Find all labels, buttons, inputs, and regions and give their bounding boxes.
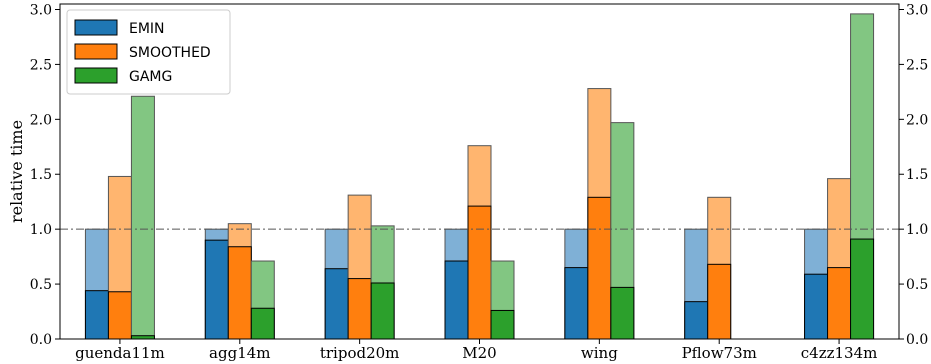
x-tick-label: guenda11m (75, 344, 165, 362)
y-tick-label-left: 2.5 (30, 57, 52, 73)
y-tick-label-right: 0.0 (906, 332, 928, 348)
y-tick-label-right: 1.0 (906, 222, 928, 238)
bar-emin-c4zz134m (804, 273, 829, 340)
bar-smoothed-guenda11m (107, 291, 132, 340)
x-tick-label: c4zz134m (801, 344, 878, 362)
bar-smoothed-pflow73m (707, 263, 732, 340)
x-tick-label: Pflow73m (682, 344, 757, 362)
bar-emin-agg14m (204, 239, 229, 340)
legend-swatch-gamg (74, 67, 118, 84)
legend-label-smoothed: SMOOTHED (129, 45, 211, 61)
legend-label-gamg: GAMG (129, 69, 172, 85)
bar-smoothed-wing (587, 196, 612, 340)
bar-emin-pflow73m (684, 301, 709, 340)
legend: EMIN SMOOTHED GAMG (66, 9, 231, 95)
bar-emin-tripod20m (324, 268, 349, 340)
bars-group (84, 13, 875, 340)
y-tick-label-left: 3.0 (30, 2, 52, 18)
y-tick-label-right: 1.5 (906, 167, 928, 183)
y-axis-left: 0.0 0.5 1.0 1.5 2.0 2.5 3.0 (30, 2, 60, 348)
bar-smoothed-agg14m (227, 246, 252, 340)
x-tick-label: wing (581, 344, 618, 362)
y-tick-label-left: 1.0 (30, 222, 52, 238)
bar-total-gamg-guenda11m (130, 95, 155, 340)
bar-emin-m20 (444, 260, 469, 340)
bar-gamg-m20 (490, 309, 515, 340)
legend-swatch-smoothed (74, 43, 118, 60)
legend-swatch-emin (74, 19, 118, 36)
y-tick-label-right: 3.0 (906, 2, 928, 18)
bar-gamg-c4zz134m (850, 238, 875, 340)
legend-label-emin: EMIN (129, 21, 165, 37)
y-axis-right: 0.0 0.5 1.0 1.5 2.0 2.5 3.0 (899, 2, 928, 348)
y-tick-label-right: 2.0 (906, 112, 928, 128)
bar-smoothed-c4zz134m (827, 267, 852, 340)
y-tick-label-left: 2.0 (30, 112, 52, 128)
bar-gamg-wing (610, 286, 635, 340)
bar-smoothed-m20 (467, 205, 492, 340)
x-axis: guenda11m agg14m tripod20m M20 wing Pflow73m c… (75, 339, 877, 362)
bar-emin-wing (564, 267, 589, 340)
x-tick-label: agg14m (209, 344, 270, 362)
bar-smoothed-tripod20m (347, 278, 372, 340)
y-tick-label-right: 0.5 (906, 277, 928, 293)
bar-gamg-tripod20m (370, 282, 395, 340)
x-tick-label: M20 (462, 344, 496, 362)
y-tick-label-left: 0.0 (30, 332, 52, 348)
bar-emin-guenda11m (84, 290, 109, 340)
x-tick-label: tripod20m (320, 344, 400, 362)
y-axis-title: relative time (7, 120, 26, 223)
y-tick-label-left: 0.5 (30, 277, 52, 293)
bar-gamg-agg14m (250, 307, 275, 340)
y-tick-label-right: 2.5 (906, 57, 928, 73)
y-tick-label-left: 1.5 (30, 167, 52, 183)
